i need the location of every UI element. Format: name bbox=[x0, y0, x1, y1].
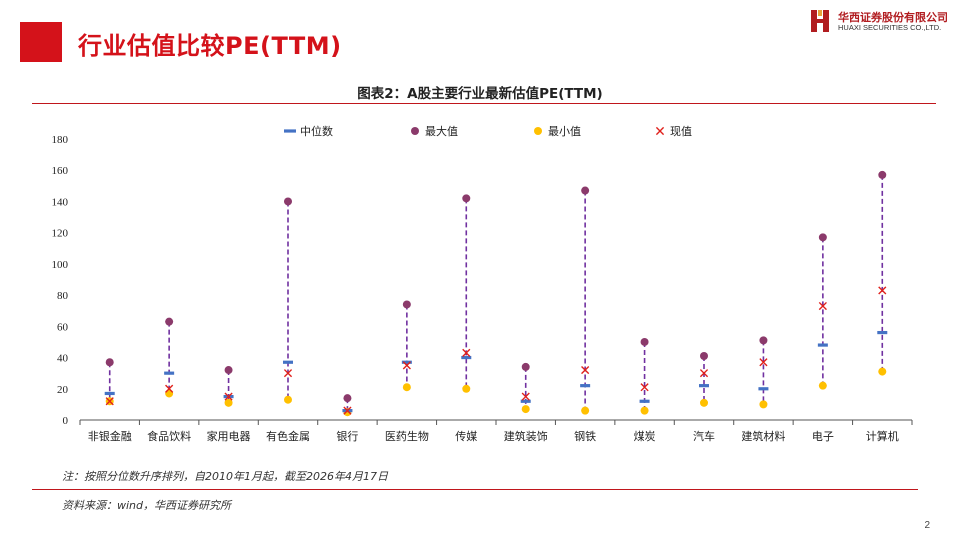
current-marker bbox=[759, 358, 768, 367]
min-point bbox=[224, 398, 233, 407]
y-tick-label: 120 bbox=[52, 228, 69, 240]
legend-label: 现值 bbox=[670, 125, 692, 138]
y-tick-label: 180 bbox=[52, 134, 69, 146]
max-point bbox=[284, 197, 292, 206]
current-marker bbox=[402, 361, 411, 370]
min-point bbox=[759, 400, 768, 409]
x-tick-label: 食品饮料 bbox=[147, 429, 191, 443]
min-point bbox=[462, 384, 471, 393]
x-tick-label: 银行 bbox=[336, 429, 358, 443]
y-tick-label: 160 bbox=[52, 165, 69, 177]
pe-range-chart: 0 20 40 60 80 100 120 140 160 180 非银金融 食品饮料 家用电器 有色金属… bbox=[52, 124, 913, 443]
footer-divider bbox=[32, 489, 918, 490]
max-point bbox=[343, 394, 352, 403]
x-tick-label: 建筑材料 bbox=[741, 429, 785, 443]
current-marker bbox=[521, 392, 530, 401]
page-number: 2 bbox=[924, 520, 930, 531]
max-point bbox=[402, 300, 411, 309]
max-point bbox=[105, 358, 114, 367]
min-point bbox=[818, 381, 827, 390]
current-marker bbox=[462, 348, 471, 357]
x-tick-label: 计算机 bbox=[866, 429, 899, 443]
max-point bbox=[521, 362, 530, 371]
chart-title: 图表2：A股主要行业最新估值PE(TTM) bbox=[357, 86, 603, 102]
min-point bbox=[640, 406, 649, 415]
x-tick-label: 有色金属 bbox=[266, 429, 310, 443]
legend-label: 中位数 bbox=[300, 124, 333, 138]
logo-company-name-cn: 华西证券股份有限公司 bbox=[838, 11, 948, 24]
y-tick-label: 140 bbox=[52, 196, 69, 208]
current-marker bbox=[699, 369, 709, 378]
y-tick-label: 40 bbox=[57, 353, 69, 365]
source-note: 资料来源：wind，华西证券研究所 bbox=[62, 499, 232, 512]
current-marker bbox=[581, 365, 590, 375]
header-accent-bar bbox=[20, 22, 62, 62]
current-marker bbox=[343, 406, 352, 415]
company-logo: 华西证券股份有限公司 HUAXI SECURITIES CO.,LTD. bbox=[808, 8, 953, 36]
current-marker bbox=[640, 383, 649, 392]
min-point bbox=[700, 398, 708, 407]
x-tick-label: 建筑装饰 bbox=[504, 429, 548, 443]
huaxi-logo-icon bbox=[808, 8, 832, 34]
logo-company-name-en: HUAXI SECURITIES CO.,LTD. bbox=[838, 23, 942, 32]
min-point bbox=[581, 406, 590, 415]
page-title: 行业估值比较PE(TTM) bbox=[78, 32, 342, 60]
min-point bbox=[878, 367, 887, 376]
x-tick-label: 电子 bbox=[812, 430, 834, 443]
current-marker bbox=[283, 369, 293, 378]
max-point bbox=[700, 351, 708, 360]
x-tick-label: 汽车 bbox=[693, 429, 715, 443]
max-point bbox=[462, 194, 471, 203]
x-tick-label: 家用电器 bbox=[207, 429, 251, 443]
current-marker bbox=[224, 392, 233, 401]
y-tick-label: 0 bbox=[63, 415, 69, 427]
y-tick-label: 60 bbox=[57, 321, 69, 333]
legend-label: 最大值 bbox=[425, 124, 458, 138]
y-tick-label: 80 bbox=[57, 290, 69, 302]
min-point bbox=[402, 383, 411, 392]
max-point bbox=[581, 186, 590, 195]
max-point bbox=[224, 366, 233, 375]
current-marker bbox=[818, 301, 827, 311]
x-tick-label: 钢铁 bbox=[574, 430, 596, 443]
max-point bbox=[878, 170, 887, 179]
current-marker bbox=[105, 397, 114, 406]
footnote: 注：按照分位数升序排列，自2010年1月起，截至2026年4月17日 bbox=[62, 470, 388, 483]
min-point bbox=[521, 405, 530, 414]
legend-max-marker bbox=[411, 127, 419, 135]
max-point bbox=[818, 233, 827, 242]
legend-label: 最小值 bbox=[548, 125, 581, 138]
min-point bbox=[284, 395, 292, 404]
title-divider bbox=[32, 103, 936, 104]
current-marker bbox=[165, 384, 174, 393]
max-point bbox=[759, 336, 768, 345]
legend-min-marker bbox=[534, 127, 542, 135]
legend-current-marker bbox=[655, 126, 665, 136]
max-point bbox=[640, 337, 649, 346]
current-marker bbox=[878, 286, 887, 295]
max-point bbox=[165, 317, 174, 326]
x-tick-label: 煤炭 bbox=[634, 430, 656, 443]
x-tick-label: 医药生物 bbox=[385, 429, 429, 443]
y-tick-label: 100 bbox=[52, 259, 69, 271]
x-tick-label: 传媒 bbox=[455, 430, 477, 443]
y-tick-label: 20 bbox=[57, 384, 69, 396]
x-tick-label: 非银金融 bbox=[88, 429, 132, 443]
